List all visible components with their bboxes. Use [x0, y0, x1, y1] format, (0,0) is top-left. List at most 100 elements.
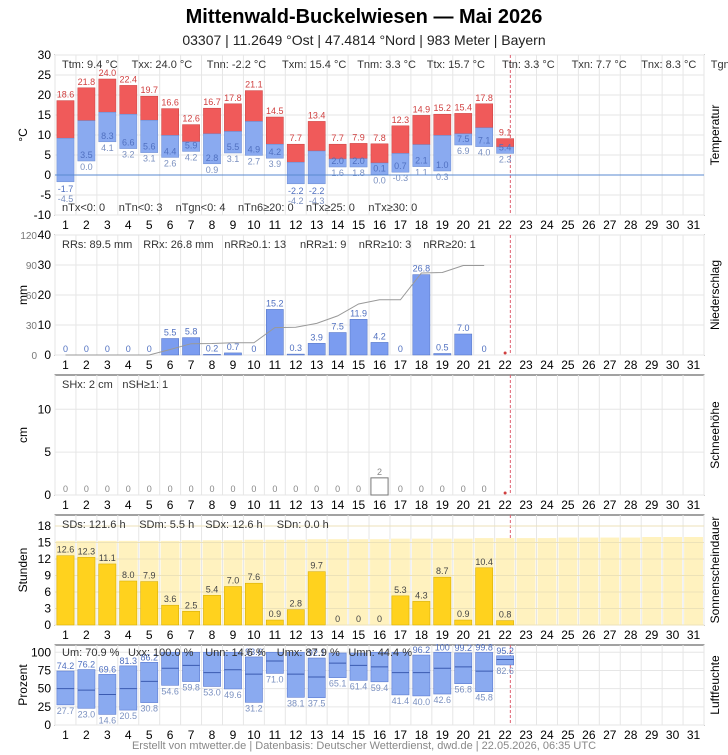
stat-label: Tnm: 3.3 °C: [357, 59, 416, 71]
x-tick-label: 9: [230, 358, 237, 372]
x-tick-label: 10: [247, 498, 261, 512]
x-tick-label: 9: [230, 218, 237, 232]
x-tick-label: 16: [373, 498, 387, 512]
humidity-bar: [433, 651, 452, 695]
humidity-max-label: 99.8: [475, 642, 493, 652]
humidity-bar: [140, 662, 159, 703]
x-tick-label: 13: [310, 358, 324, 372]
stat-label: SHx: 2 cm: [62, 379, 113, 391]
y-tick-label: 9: [44, 569, 51, 583]
humidity-min-label: 30.8: [140, 704, 158, 714]
humidity-max-label: 96.2: [413, 645, 431, 655]
humidity-bar: [475, 652, 494, 692]
x-tick-label: 28: [624, 728, 638, 742]
x-tick-label: 26: [582, 728, 596, 742]
tground-label: 1.6: [331, 168, 344, 178]
tmax-bar: [475, 103, 494, 129]
y-tick-label: 0: [44, 718, 51, 732]
x-tick-label: 29: [645, 218, 659, 232]
x-tick-label: 7: [188, 498, 195, 512]
rain-label: 7.0: [457, 323, 470, 333]
rain-label: 5.5: [164, 328, 177, 338]
x-tick-label: 13: [310, 628, 324, 642]
rain-label: 3.9: [310, 332, 323, 342]
snow-label: 0: [210, 484, 215, 494]
x-tick-label: 29: [645, 498, 659, 512]
snow-label: 0: [189, 484, 194, 494]
sun-possible-bar: [495, 538, 515, 625]
tmin-bar: [98, 111, 117, 143]
tmax-label: 12.3: [392, 115, 410, 125]
humidity-bar: [203, 651, 221, 687]
snow-label: 0: [440, 484, 445, 494]
rain-label: 0.3: [290, 343, 303, 353]
sun-label: 7.0: [227, 576, 240, 586]
y-tick-label: -5: [40, 188, 51, 202]
x-tick-label: 16: [373, 728, 387, 742]
x-tick-label: 16: [373, 218, 387, 232]
x-tick-label: 10: [247, 358, 261, 372]
sun-possible-bar: [181, 540, 201, 625]
y-tick-label: 10: [38, 128, 52, 142]
x-tick-label: 28: [624, 358, 638, 372]
tmin-label: 8.3: [101, 131, 114, 141]
x-tick-label: 6: [167, 218, 174, 232]
humidity-min-label: 40.0: [413, 697, 431, 707]
sun-bar: [307, 571, 326, 626]
x-tick-label: 31: [687, 628, 701, 642]
tground-label: 3.2: [122, 150, 135, 160]
tmax-label: 22.4: [120, 74, 138, 84]
humidity-max-label: 86.2: [140, 652, 158, 662]
tmax-label: 16.7: [203, 97, 221, 107]
y-tick-label: 20: [38, 288, 52, 302]
humidity-min-label: 42.6: [434, 695, 452, 705]
x-tick-label: 14: [331, 218, 345, 232]
tground-label: -0.3: [393, 173, 409, 183]
sun-possible-bar: [453, 538, 473, 625]
stat-label: nTx≥25: 0: [306, 202, 355, 214]
tmax-label: 7.7: [290, 133, 303, 143]
tground-label: -4.5: [58, 194, 74, 204]
x-tick-label: 24: [540, 358, 554, 372]
x-tick-label: 1: [62, 498, 69, 512]
y-axis-label: Stunden: [16, 548, 30, 593]
y-tick-label: 6: [44, 585, 51, 599]
stat-label: Uxx: 100.0 %: [128, 647, 194, 659]
sun-bar: [119, 580, 138, 626]
x-tick-label: 17: [394, 358, 408, 372]
x-tick-label: 12: [289, 628, 303, 642]
humidity-bar: [412, 654, 431, 697]
humidity-min-label: 31.2: [245, 703, 263, 713]
tmax-label: 15.4: [454, 102, 472, 112]
x-tick-label: 18: [415, 218, 429, 232]
x-tick-label: 7: [188, 728, 195, 742]
sun-label: 7.6: [248, 572, 261, 582]
x-tick-label: 5: [146, 628, 153, 642]
tmax-label: 7.8: [373, 133, 386, 143]
tmax-bar: [203, 107, 221, 135]
x-tick-label: 6: [167, 498, 174, 512]
tmin-bar: [161, 135, 179, 158]
humidity-max-label: 100: [435, 642, 450, 652]
tmin-label: 6.6: [122, 138, 135, 148]
sun-possible-bar: [579, 537, 599, 625]
humidity-min-label: 54.6: [161, 686, 179, 696]
sun-label: 0.9: [269, 609, 282, 619]
x-tick-label: 18: [415, 628, 429, 642]
y-tick-label: 3: [44, 602, 51, 616]
sun-label: 8.7: [436, 566, 449, 576]
y-axis-label: cm: [16, 427, 30, 443]
x-tick-label: 2: [83, 628, 90, 642]
rain-label: 0: [482, 344, 487, 354]
x-tick-label: 1: [62, 628, 69, 642]
x-tick-label: 27: [603, 628, 617, 642]
sun-possible-bar: [265, 539, 285, 625]
today-dot: [503, 351, 507, 355]
x-tick-label: 25: [561, 498, 575, 512]
humidity-min-label: 59.4: [371, 683, 389, 693]
tmin-bar: [454, 133, 473, 146]
stat-label: nSH≥1: 1: [122, 379, 168, 391]
sun-bar: [391, 595, 410, 626]
x-tick-label: 11: [269, 728, 282, 742]
